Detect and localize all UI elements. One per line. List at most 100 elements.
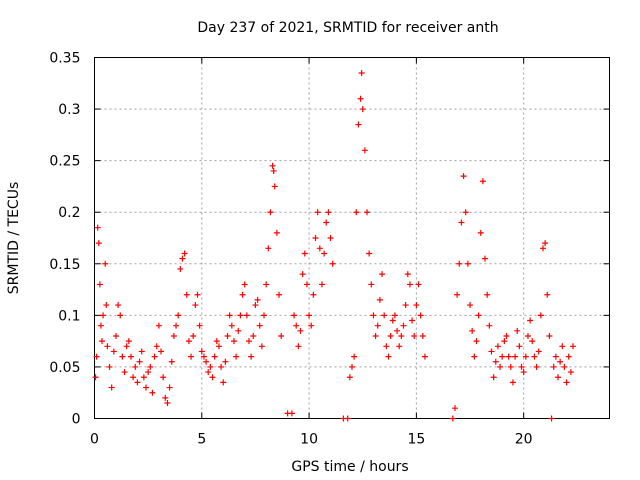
- data-point: [479, 178, 486, 185]
- data-point: [291, 312, 298, 319]
- data-point: [351, 353, 358, 360]
- data-point: [527, 317, 534, 324]
- x-tick-label: 5: [197, 432, 206, 448]
- data-point: [473, 338, 480, 345]
- x-tick-label: 10: [300, 432, 318, 448]
- data-point: [396, 343, 403, 350]
- data-point: [263, 281, 270, 288]
- data-point: [138, 348, 145, 355]
- data-point: [267, 209, 274, 216]
- data-point: [140, 374, 147, 381]
- data-point: [387, 332, 394, 339]
- data-point: [153, 343, 160, 350]
- x-tick-label: 15: [407, 432, 425, 448]
- data-point: [358, 69, 365, 76]
- data-point: [467, 302, 474, 309]
- data-point: [544, 291, 551, 298]
- data-point: [329, 260, 336, 267]
- data-point: [256, 322, 263, 329]
- data-point: [409, 317, 416, 324]
- data-point: [130, 374, 137, 381]
- data-point: [460, 173, 467, 180]
- data-point: [325, 209, 332, 216]
- data-point: [537, 312, 544, 319]
- data-point: [108, 384, 115, 391]
- data-point: [355, 121, 362, 128]
- axis-ticks: 0 0.05 0.1 0.15 0.2 0.25 0.3 0.35 0 5 10 15 20: [49, 51, 610, 448]
- data-point: [198, 348, 205, 355]
- data-point: [318, 281, 325, 288]
- data-point: [411, 332, 418, 339]
- data-point: [96, 281, 103, 288]
- data-point: [357, 95, 364, 102]
- data-point: [200, 353, 207, 360]
- data-point: [550, 363, 557, 370]
- data-point: [557, 358, 564, 365]
- data-point: [368, 281, 375, 288]
- data-point: [310, 291, 317, 298]
- data-point: [520, 369, 527, 376]
- data-point: [110, 348, 117, 355]
- data-point: [316, 245, 323, 252]
- data-point: [103, 302, 110, 309]
- data-point: [353, 209, 360, 216]
- data-point: [149, 389, 156, 396]
- y-tick-label: 0.15: [49, 257, 80, 273]
- data-point: [241, 281, 248, 288]
- data-point: [349, 363, 355, 370]
- data-point: [454, 291, 461, 298]
- data-point: [312, 235, 319, 241]
- data-point: [303, 281, 310, 288]
- data-point: [147, 363, 154, 370]
- data-point: [458, 219, 465, 226]
- plot-frame: [94, 57, 610, 419]
- data-point: [192, 302, 199, 309]
- data-point: [529, 338, 536, 345]
- data-point: [366, 250, 373, 257]
- data-point: [102, 260, 109, 267]
- data-point: [190, 332, 197, 339]
- data-point: [321, 250, 328, 257]
- data-point: [295, 343, 302, 350]
- data-point: [270, 167, 277, 174]
- data-point: [383, 343, 390, 350]
- data-point: [183, 291, 190, 298]
- x-tick-label: 20: [515, 432, 533, 448]
- data-point: [112, 332, 119, 339]
- data-point: [297, 327, 304, 334]
- data-point: [100, 312, 107, 319]
- data-point: [419, 332, 426, 339]
- data-point: [492, 358, 499, 365]
- data-point: [370, 312, 377, 319]
- data-point: [181, 250, 188, 257]
- data-point: [567, 369, 574, 376]
- data-point: [185, 338, 192, 345]
- data-point: [559, 343, 566, 350]
- data-point: [239, 291, 246, 298]
- data-point: [518, 363, 525, 370]
- data-point: [226, 312, 233, 319]
- data-point: [471, 353, 478, 360]
- data-point: [522, 353, 529, 360]
- data-point: [271, 183, 278, 190]
- data-point: [563, 379, 570, 386]
- data-point: [155, 322, 162, 329]
- data-point: [464, 260, 471, 267]
- data-point: [164, 400, 171, 407]
- data-point: [539, 245, 546, 252]
- data-point: [546, 332, 553, 339]
- data-point: [404, 271, 411, 278]
- data-point: [415, 281, 422, 288]
- data-point: [196, 322, 203, 329]
- data-point: [188, 353, 195, 360]
- data-point: [168, 358, 175, 365]
- data-point: [269, 162, 276, 169]
- data-point: [209, 374, 216, 381]
- data-point: [413, 302, 420, 309]
- data-point: [220, 379, 227, 386]
- y-tick-label: 0.3: [58, 102, 80, 118]
- data-point: [507, 363, 514, 370]
- data-point: [306, 312, 313, 319]
- data-point: [215, 343, 222, 350]
- data-point: [160, 374, 167, 381]
